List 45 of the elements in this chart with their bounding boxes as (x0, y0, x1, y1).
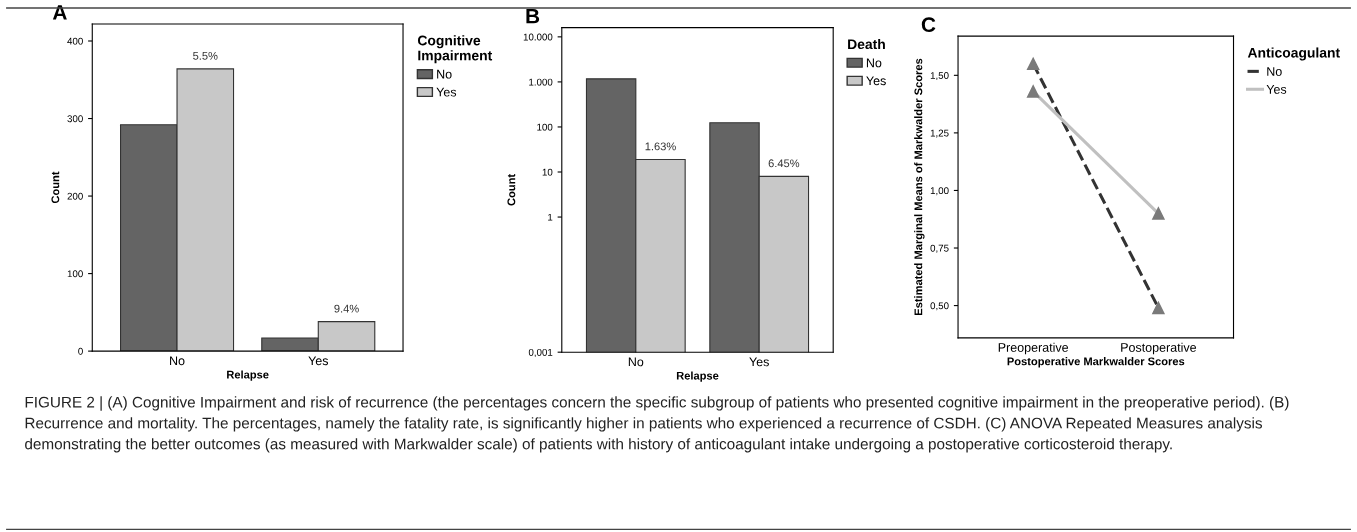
y-tick-label: 400 (67, 37, 83, 45)
y-axis-title: Count (51, 171, 60, 204)
chart-title: A (52, 5, 67, 20)
y-tick-label: 300 (67, 115, 83, 123)
y-tick-label: 0,75 (930, 244, 949, 253)
y-tick-label: 100 (67, 270, 83, 278)
y-axis-title: Estimated Marginal Means of Markwalder Scores (914, 58, 925, 315)
x-axis-title: Relapse (227, 370, 269, 381)
x-tick-label: No (628, 357, 644, 367)
legend-label: No (866, 58, 882, 68)
y-tick-label: 1 (548, 213, 553, 221)
y-tick-label: 0,50 (930, 302, 949, 311)
legend-label: No (1267, 67, 1282, 76)
y-tick-label: 1,25 (930, 129, 949, 138)
x-tick-label: Postoperative (1121, 342, 1197, 355)
legend-label: Yes (866, 76, 886, 86)
y-axis-title: Count (507, 174, 516, 206)
y-tick-label: 1,00 (930, 187, 949, 196)
legend-title: Cognitive Impairment (417, 35, 493, 64)
legend-title: Anticoagulant (1247, 47, 1340, 61)
x-axis-title: Relapse (676, 371, 719, 382)
caption: FIGURE 2 | (A) Cognitive Impairment and risk of recurrence (the percentages concern the specific subgroup of patients who presented cognitive impairment in the preoperative period). (B) Recurrence and mortality. The percentages, namely the fatality rate, is significantly higher in patients who experienced a recurrence of CSDH. (C) ANOVA Repeated Measures analysis demonstrating the better outcomes (as measured with Markwalder scale) of patients with history of anticoagulant intake undergoing a postoperative corticosteroid therapy. (25, 396, 1289, 453)
y-tick-label: 200 (67, 192, 83, 200)
x-axis-title: Postoperative Markwalder Scores (1007, 357, 1185, 368)
y-tick-label: 1.000 (529, 78, 553, 86)
annotation: 1.63% (645, 142, 676, 151)
x-tick-label: Preoperative (998, 342, 1069, 355)
y-tick-label: 10 (542, 168, 553, 176)
y-tick-label: 0 (78, 347, 83, 355)
legend-title: Death (848, 38, 885, 50)
annotation: 5.5% (193, 51, 218, 60)
y-tick-label: 10.000 (523, 33, 553, 41)
chart-title: C (921, 17, 936, 33)
legend-label: No (437, 69, 452, 79)
annotation: 9.4% (334, 304, 359, 313)
y-tick-label: 1,50 (930, 72, 949, 81)
annotation: 6.45% (768, 159, 800, 168)
y-tick-label: 0,001 (528, 348, 553, 357)
legend-label: Yes (436, 87, 457, 97)
x-tick-label: No (170, 356, 185, 366)
chart-title: B (526, 9, 540, 24)
x-tick-label: Yes (749, 357, 769, 367)
y-tick-label: 100 (537, 123, 553, 131)
x-tick-label: Yes (308, 356, 329, 366)
legend-label: Yes (1266, 85, 1287, 94)
